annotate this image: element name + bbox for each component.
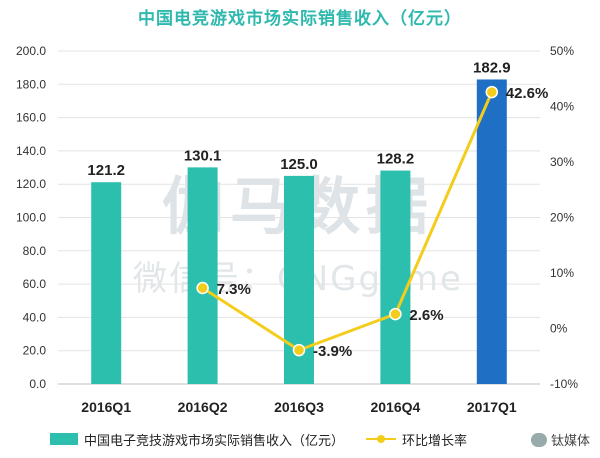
- y-left-tick-label: 60.0: [23, 277, 47, 291]
- y-left-tick-label: 180.0: [16, 77, 46, 91]
- bar: [476, 79, 507, 384]
- bar: [380, 170, 411, 384]
- y-right-tick-label: 40%: [550, 100, 574, 114]
- legend-item-growth: 环比增长率: [366, 430, 467, 449]
- y-left-tick-label: 200.0: [16, 44, 46, 58]
- growth-point: [389, 307, 402, 321]
- growth-value-label: 2.6%: [409, 307, 443, 324]
- growth-value-label: 7.3%: [217, 281, 251, 298]
- bar-value-label: 130.1: [184, 147, 222, 164]
- y-right-tick-label: -10%: [550, 377, 578, 391]
- source-watermark: 钛媒体: [530, 430, 590, 449]
- bar-value-label: 182.9: [473, 59, 511, 76]
- growth-point: [196, 281, 209, 295]
- chat-bubble-icon: [530, 432, 547, 447]
- y-right-tick-label: 10%: [550, 266, 574, 280]
- growth-point: [292, 343, 306, 357]
- y-right-tick-label: 20%: [550, 211, 574, 225]
- bar-value-label: 125.0: [280, 156, 318, 173]
- y-left-tick-label: 20.0: [23, 344, 47, 358]
- y-left-tick-label: 120.0: [16, 177, 46, 191]
- x-tick-label: 2016Q2: [178, 399, 228, 415]
- chart-title: 中国电竞游戏市场实际销售收入（亿元）: [138, 9, 462, 29]
- y-left-tick-label: 40.0: [23, 310, 47, 324]
- y-left-tick-label: 0.0: [29, 377, 46, 391]
- legend-label-revenue: 中国电子竞技游戏市场实际销售收入（亿元）: [84, 433, 345, 449]
- growth-value-label: -3.9%: [313, 343, 352, 360]
- legend-label-growth: 环比增长率: [402, 433, 468, 449]
- x-tick-label: 2016Q1: [81, 399, 131, 415]
- legend-swatch-bar: [50, 433, 78, 445]
- bar-value-label: 121.2: [87, 162, 125, 179]
- legend: 中国电子竞技游戏市场实际销售收入（亿元） 环比增长率: [50, 428, 489, 450]
- y-right-tick-label: 30%: [550, 155, 574, 169]
- y-left-tick-label: 160.0: [16, 111, 46, 125]
- y-left-tick-label: 80.0: [23, 244, 47, 258]
- growth-line: [201, 91, 494, 352]
- legend-item-revenue: 中国电子竞技游戏市场实际销售收入（亿元）: [50, 430, 344, 449]
- x-tick-label: 2017Q1: [467, 399, 517, 415]
- legend-swatch-line: [366, 433, 397, 445]
- bar-value-label: 128.2: [377, 151, 415, 168]
- y-left-tick-label: 140.0: [16, 144, 46, 158]
- y-left-tick-label: 100.0: [16, 211, 46, 225]
- bar: [187, 167, 218, 384]
- x-tick-label: 2016Q4: [370, 399, 420, 415]
- growth-point: [485, 85, 499, 99]
- y-right-tick-label: 50%: [550, 44, 574, 58]
- y-right-tick-label: 0%: [550, 322, 568, 336]
- growth-value-label: 42.6%: [506, 85, 549, 102]
- source-mark: 钛媒体: [550, 434, 590, 449]
- bar: [91, 182, 122, 384]
- x-tick-label: 2016Q3: [274, 399, 324, 415]
